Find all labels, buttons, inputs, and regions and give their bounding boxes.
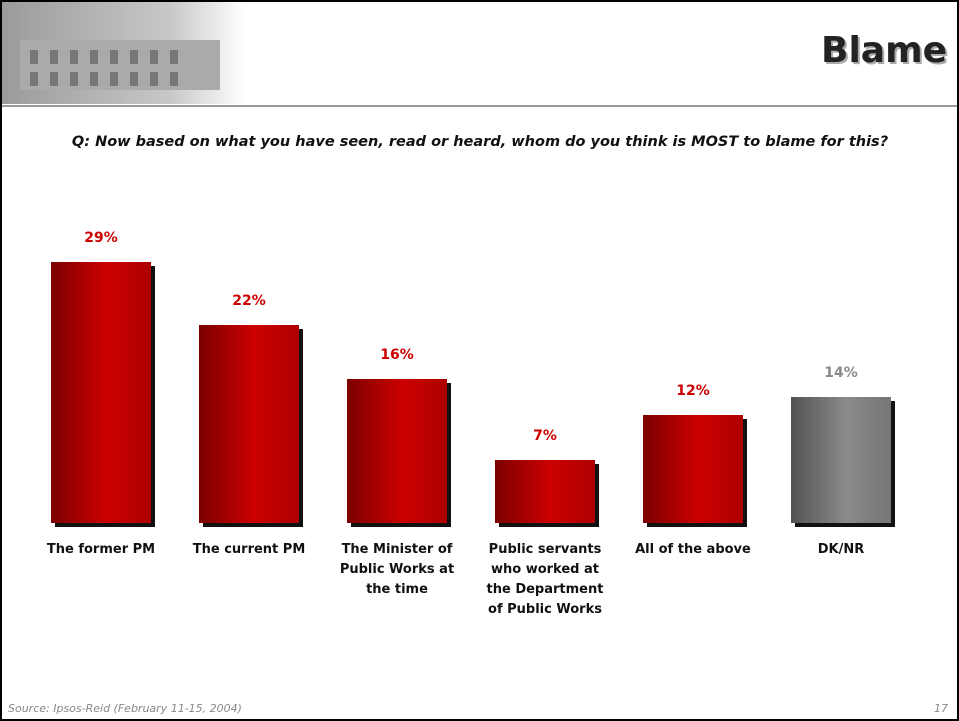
bar-shade [199, 325, 299, 523]
value-label: 22% [232, 293, 266, 309]
value-label: 7% [533, 428, 557, 444]
category-label: The former PM [46, 542, 156, 557]
question: Q: Now based on what you have seen, read… [72, 134, 889, 150]
building-windows [20, 40, 220, 90]
category-label: The current PM [192, 542, 306, 557]
category-label: DK/NR [817, 542, 865, 557]
category-label: All of the above [635, 542, 751, 557]
bar-shade [51, 262, 151, 523]
page-number: 17 [934, 702, 948, 715]
value-label: 29% [84, 230, 118, 246]
bar-shade [347, 379, 447, 523]
value-label: 14% [824, 365, 858, 381]
source: Source: Ipsos-Reid (February 11-15, 2004… [8, 702, 242, 715]
category-label: The Minister of Public Works at the time [339, 542, 455, 597]
bar-shade [791, 397, 891, 523]
bar-shade [495, 460, 595, 523]
value-label: 12% [676, 383, 710, 399]
value-label: 16% [380, 347, 414, 363]
title-shadow: Blame [823, 32, 949, 73]
category-label: Public servants who worked at the Depart… [486, 542, 604, 617]
bar-shade [643, 415, 743, 523]
title: Blame [821, 30, 947, 71]
